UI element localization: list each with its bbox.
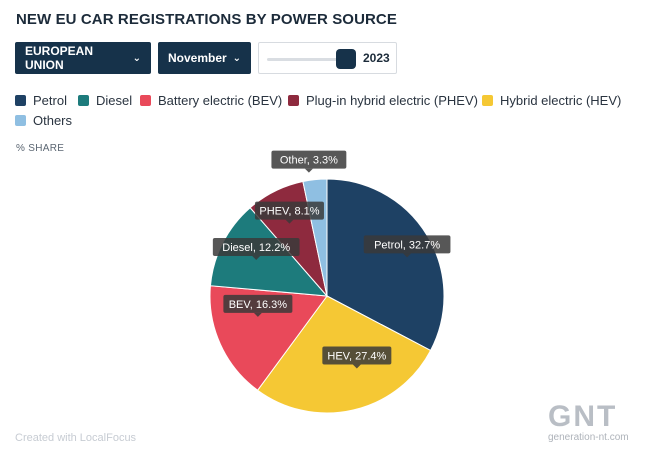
data-label-pointer xyxy=(304,168,313,173)
legend-item[interactable]: Hybrid electric (HEV) xyxy=(482,93,621,108)
watermark-url: generation-nt.com xyxy=(548,432,629,443)
chevron-down-icon: ⌄ xyxy=(132,52,141,64)
data-label: Other, 3.3% xyxy=(271,150,347,173)
unit-label: % SHARE xyxy=(16,143,65,154)
data-label-box xyxy=(363,235,451,254)
legend-label: Diesel xyxy=(96,93,133,108)
chart-title: NEW EU CAR REGISTRATIONS BY POWER SOURCE xyxy=(16,11,397,28)
chevron-down-icon: ⌄ xyxy=(232,52,241,64)
data-label-pointer xyxy=(252,255,261,260)
watermark-logo: GNT xyxy=(548,400,618,433)
data-label: PHEV, 8.1% xyxy=(254,201,324,224)
legend-label: Battery electric (BEV) xyxy=(158,93,283,108)
data-label-box xyxy=(212,237,300,256)
data-label: BEV, 16.3% xyxy=(223,294,293,317)
data-label-pointer xyxy=(403,253,412,258)
legend-label: Hybrid electric (HEV) xyxy=(500,93,622,108)
data-label-box xyxy=(223,294,293,313)
legend-swatch xyxy=(78,95,89,106)
legend-label: Others xyxy=(33,113,73,128)
legend-label: Plug-in hybrid electric (PHEV) xyxy=(306,93,478,108)
legend-item[interactable]: Plug-in hybrid electric (PHEV) xyxy=(288,93,478,108)
legend-swatch xyxy=(288,95,299,106)
data-label-box xyxy=(322,346,392,365)
data-label-text: Diesel, 12.2% xyxy=(222,242,290,254)
credit-text: Created with LocalFocus xyxy=(15,432,137,444)
data-label-box xyxy=(254,201,324,220)
watermark: GNT generation-nt.com xyxy=(548,400,629,444)
data-label-text: HEV, 27.4% xyxy=(327,351,386,363)
legend-swatch xyxy=(140,95,151,106)
legend-swatch xyxy=(482,95,493,106)
data-label-pointer xyxy=(285,219,294,224)
legend-swatch xyxy=(15,95,26,106)
legend-item[interactable]: Others xyxy=(15,113,72,128)
data-label-pointer xyxy=(253,312,262,317)
year-slider[interactable]: 2023 xyxy=(258,42,397,74)
region-dropdown-label: EUROPEAN UNION xyxy=(25,44,94,72)
data-label: Diesel, 12.2% xyxy=(212,237,300,260)
year-slider-thumb[interactable] xyxy=(336,49,356,69)
data-label: HEV, 27.4% xyxy=(322,346,392,369)
year-slider-value: 2023 xyxy=(363,51,390,65)
legend-label: Petrol xyxy=(33,93,67,108)
data-label-text: Other, 3.3% xyxy=(280,155,338,167)
month-dropdown-label: November xyxy=(168,51,227,65)
data-label-text: BEV, 16.3% xyxy=(229,299,288,311)
region-dropdown[interactable]: EUROPEAN UNION ⌄ xyxy=(15,42,151,74)
data-label-pointer xyxy=(352,364,361,369)
month-dropdown[interactable]: November ⌄ xyxy=(158,42,251,74)
legend-item[interactable]: Petrol xyxy=(15,93,67,108)
data-label-box xyxy=(271,150,347,169)
year-slider-track[interactable] xyxy=(267,58,343,61)
data-label: Petrol, 32.7% xyxy=(363,235,451,258)
data-label-text: Petrol, 32.7% xyxy=(374,239,440,251)
legend-item[interactable]: Diesel xyxy=(78,93,132,108)
data-label-text: PHEV, 8.1% xyxy=(259,206,319,218)
legend-item[interactable]: Battery electric (BEV) xyxy=(140,93,282,108)
legend-swatch xyxy=(15,115,26,126)
